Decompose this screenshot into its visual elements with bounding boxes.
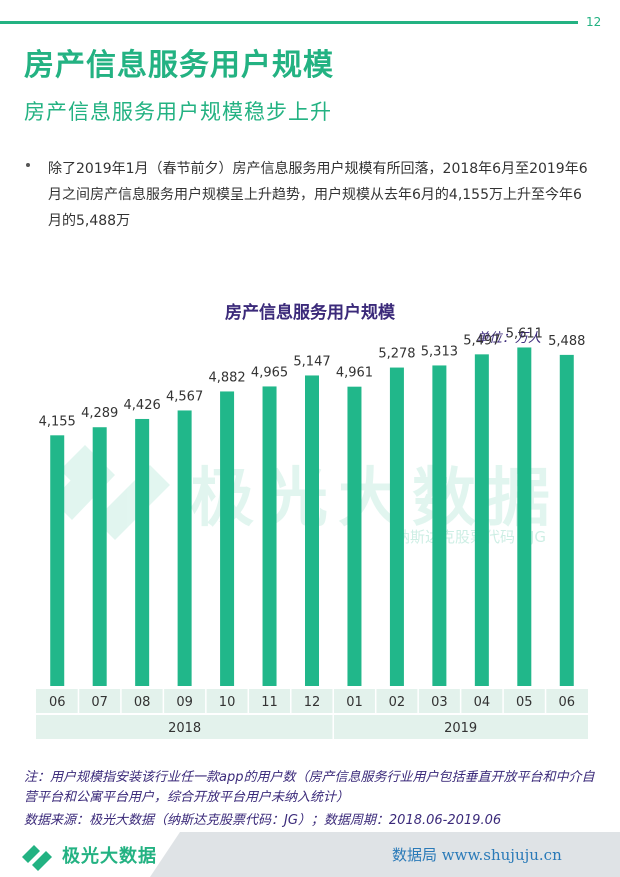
month-tick-label: 08 [134, 695, 151, 710]
month-tick-label: 09 [176, 695, 193, 710]
year-group-label: 2019 [444, 721, 477, 736]
bar-11 [517, 347, 532, 686]
bar-8 [389, 367, 404, 686]
month-tick-label: 06 [49, 695, 66, 710]
bar-2 [135, 418, 150, 686]
year-group-label: 2018 [168, 721, 201, 736]
bar-value-label: 4,882 [208, 370, 245, 385]
bar-value-label: 4,961 [336, 366, 373, 381]
bar-3 [177, 410, 192, 686]
bar-12 [559, 354, 574, 686]
bar-value-label: 4,426 [124, 398, 161, 413]
month-tick-label: 11 [261, 695, 278, 710]
page-number: 12 [586, 15, 602, 29]
month-tick-label: 01 [346, 695, 363, 710]
bar-value-label: 4,289 [81, 406, 118, 421]
bar-value-label: 4,155 [39, 414, 76, 429]
bar-value-label: 5,488 [548, 334, 585, 349]
bar-value-label: 4,567 [166, 389, 203, 404]
bar-value-label: 5,497 [463, 333, 500, 348]
footer-band [150, 832, 620, 877]
summary-bullet: 除了2019年1月（春节前夕）房产信息服务用户规模有所回落，2018年6月至20… [48, 161, 588, 229]
bar-5 [262, 386, 277, 686]
bar-7 [347, 386, 362, 686]
month-tick-label: 04 [474, 695, 491, 710]
bar-10 [474, 354, 489, 686]
chart-unit: 单位：万人 [476, 331, 542, 346]
bar-value-label: 5,147 [293, 354, 330, 369]
header-rule [0, 21, 578, 24]
brand-logo-icon [22, 845, 52, 871]
bar-0 [50, 435, 65, 686]
month-tick-label: 03 [431, 695, 448, 710]
month-tick-label: 12 [304, 695, 321, 710]
bullet-dot-icon [26, 163, 30, 167]
bar-value-label: 4,965 [251, 365, 288, 380]
bar-value-label: 5,611 [506, 326, 543, 341]
watermark-text: 极光大数据 [190, 462, 560, 536]
watermark-logo-icon [52, 445, 170, 540]
bar-value-label: 5,313 [421, 344, 458, 359]
chart-title: 房产信息服务用户规模 [225, 303, 395, 323]
month-tick-label: 07 [91, 695, 108, 710]
footer-logo-text: 极光大数据 [62, 846, 157, 867]
month-tick-label: 02 [389, 695, 406, 710]
bar-1 [92, 427, 107, 686]
bar-6 [305, 375, 319, 686]
page-title: 房产信息服务用户规模 [24, 48, 334, 83]
month-tick-label: 06 [558, 695, 575, 710]
footer: 极光大数据 数据局 www.shujuju.cn [0, 832, 620, 877]
year-axis-band [36, 715, 588, 739]
bar-value-label: 5,278 [378, 347, 415, 362]
data-source: 数据来源：极光大数据（纳斯达克股票代码：JG）；数据周期：2018.06-201… [24, 813, 502, 828]
month-tick-label: 10 [219, 695, 236, 710]
bar-4 [220, 391, 235, 686]
page-subtitle: 房产信息服务用户规模稳步上升 [24, 100, 332, 124]
bar-9 [432, 365, 447, 686]
chart-notes: 注：用户规模指安装该行业任一款app的用户数（房产信息服务行业用户包括垂直开放平… [24, 770, 595, 805]
month-axis-band [36, 689, 588, 713]
month-tick-label: 05 [516, 695, 533, 710]
footer-site-link[interactable]: 数据局 www.shujuju.cn [392, 846, 562, 864]
bar-chart: 极光大数据 纳斯达克股票代码：JG 4,1554,2894,4264,5674,… [36, 326, 588, 739]
